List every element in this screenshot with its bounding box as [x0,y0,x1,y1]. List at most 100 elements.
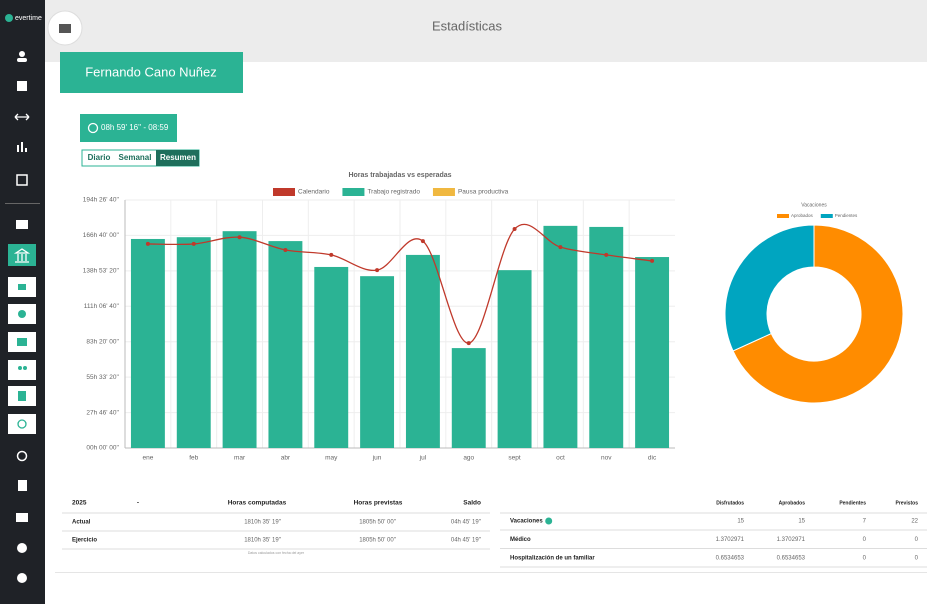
nav-icon[interactable] [16,450,28,462]
x-tick-label: may [325,455,338,462]
bar [451,348,486,448]
table-header: Horas previstas [354,500,403,507]
line-point [191,241,196,246]
nav-icon[interactable] [21,142,23,152]
table-cell: 0 [915,556,919,562]
nav-icon[interactable] [16,220,28,229]
table-cell: 0 [915,537,919,543]
nav-icon[interactable] [18,480,27,491]
nav-icon[interactable] [19,51,25,57]
nav-icon[interactable] [25,148,27,152]
table-header: Disfrutados [716,500,744,506]
tab[interactable]: Semanal [119,153,152,162]
x-tick-label: abr [281,455,291,462]
y-tick-label: 166h 40' 00'' [83,232,119,239]
sidebar-icons-bottom [16,450,28,583]
table-cell: 1.3702971 [777,537,806,543]
x-tick-label: ago [463,455,474,462]
row-label: Actual [72,520,91,526]
x-tick-label: dic [648,455,657,462]
table-note: Datos calculados con fecha del ayer [248,551,305,555]
tab[interactable]: Diario [88,153,111,162]
table-cell: 1810h 35' 19'' [244,538,281,544]
line-point [329,252,334,257]
y-tick-label: 138h 53' 20'' [83,268,119,275]
sidebar [0,0,45,604]
nav-icon [17,338,27,346]
x-tick-label: ene [142,455,153,462]
line-point [512,227,517,232]
clock-icon [87,122,99,134]
x-tick-label: feb [189,455,198,462]
legend-swatch [342,188,365,196]
x-tick-label: oct [556,455,565,462]
legend-swatch [432,188,455,196]
bar [360,276,395,448]
bar [635,257,670,448]
table-cell: 15 [737,519,744,525]
bar [130,238,165,448]
table-cell: 1.3702971 [716,537,745,543]
legend-label: Trabajo registrado [367,189,420,196]
legend-swatch [777,214,789,218]
nav-icon[interactable] [16,174,28,186]
nav-icon[interactable] [16,513,28,522]
nav-icon[interactable] [14,113,30,121]
line-point [420,239,425,244]
nav-icon[interactable] [17,543,27,553]
y-tick-label: 55h 33' 20'' [86,374,119,381]
x-tick-label: mar [234,455,246,462]
table-cell: 0 [863,556,867,562]
nav-icon [18,310,26,318]
legend-label: Pausa productiva [458,189,509,196]
user-name: Fernando Cano Nuñez [85,64,217,79]
nav-icon [18,284,26,290]
top-bar [45,0,927,62]
nav-icon [18,391,26,401]
row-label: Hospitalización de un familiar [510,556,595,562]
line-point [283,247,288,252]
nav-icon[interactable] [17,58,27,62]
nav-icon [18,366,22,370]
table-cell: 0.6534653 [716,556,745,562]
y-tick-label: 83h 20' 00'' [86,338,119,345]
legend-label: Calendario [298,189,330,196]
legend-swatch [820,214,833,218]
x-tick-label: sept [508,455,520,462]
nav-button[interactable] [8,414,36,434]
bar [589,226,624,448]
chart-title: Vacaciones [801,202,827,208]
table-cell: 04h 45' 19'' [451,538,481,544]
nav-icon[interactable] [17,573,27,583]
x-tick-label: nov [601,455,612,462]
nav-button[interactable] [8,360,36,380]
info-icon[interactable] [545,517,553,525]
table-cell: 04h 45' 19'' [451,520,481,526]
line-point [466,341,471,346]
line-point [237,235,242,240]
table-cell: 1805h 50' 00'' [359,520,396,526]
tab[interactable]: Resumen [160,153,196,162]
x-tick-label: jul [419,455,427,462]
nav-icon [13,248,31,263]
y-tick-label: 194h 26' 40'' [83,197,119,204]
line-point [558,245,563,250]
bar [176,237,211,448]
legend-label: Aprobados [791,213,814,218]
nav-icon [23,366,27,370]
tab-active[interactable] [156,150,199,166]
nav-icon[interactable] [17,145,19,152]
bar [543,225,578,448]
table-header: Pendientes [839,500,866,506]
legend-label: Pendientes [835,213,858,218]
user-card [60,52,243,93]
clock-button[interactable] [80,114,177,142]
x-tick-label: jun [372,455,382,462]
bar [405,254,440,448]
y-tick-label: 27h 46' 40'' [86,409,119,416]
sidebar-icons [5,51,40,266]
nav-icon[interactable] [17,81,27,91]
table-header: Saldo [463,500,481,507]
